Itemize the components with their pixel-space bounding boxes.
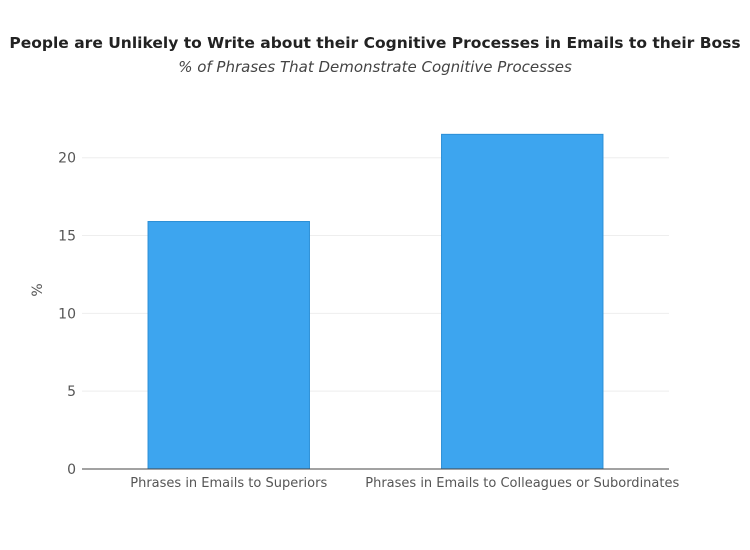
x-tick-label: Phrases in Emails to Superiors xyxy=(130,476,327,491)
chart-subtitle: % of Phrases That Demonstrate Cognitive … xyxy=(178,58,572,76)
bars xyxy=(147,133,604,470)
y-axis-title: % xyxy=(30,283,46,296)
y-tick-label: 15 xyxy=(58,229,76,245)
x-tick-labels: Phrases in Emails to Superiors Phrases in… xyxy=(130,476,679,491)
bar xyxy=(441,133,604,470)
bar xyxy=(147,221,310,470)
y-tick-label: 0 xyxy=(67,462,76,478)
y-tick-labels: 0 5 10 15 20 xyxy=(58,151,76,478)
chart-title: People are Unlikely to Write about their… xyxy=(9,34,741,52)
y-tick-label: 5 xyxy=(67,384,76,400)
y-tick-label: 10 xyxy=(58,306,76,322)
x-tick-label: Phrases in Emails to Colleagues or Subor… xyxy=(365,476,679,491)
y-tick-label: 20 xyxy=(58,151,76,167)
